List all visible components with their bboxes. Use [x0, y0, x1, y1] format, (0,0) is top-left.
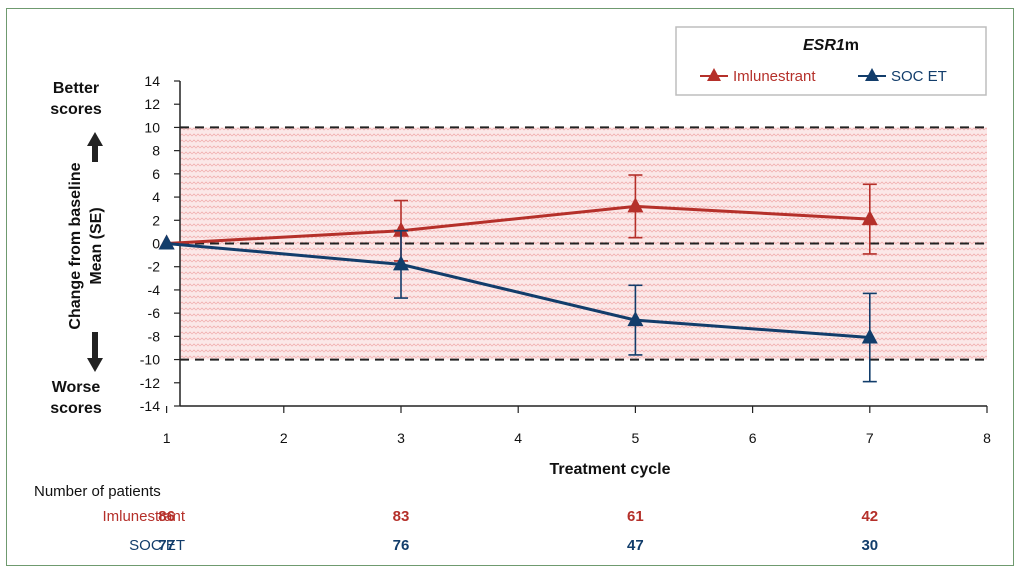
y-tick-label: -6: [148, 305, 161, 321]
y-tick-label: 4: [152, 189, 160, 205]
legend-title: ESR1m: [803, 37, 859, 54]
patients-count: 76: [393, 537, 410, 554]
x-tick-label: 1: [163, 430, 171, 446]
patients-count: 42: [861, 508, 878, 525]
y-tick-label: -8: [148, 328, 161, 344]
x-tick-label: 3: [397, 430, 405, 446]
data-point-triangle: [158, 234, 175, 250]
legend-box: [675, 26, 987, 96]
legend-label: SOC ET: [891, 68, 947, 85]
y-tick-label: -2: [148, 259, 161, 275]
y-tick-label: -12: [140, 375, 160, 391]
data-point-triangle: [393, 221, 409, 237]
worse-label-line2: scores: [50, 400, 102, 417]
data-point-triangle: [861, 210, 878, 226]
patients-count: 47: [627, 537, 644, 554]
y-tick-label: 0: [152, 236, 160, 252]
y-tick-label: 2: [152, 212, 160, 228]
patients-count: 83: [393, 508, 410, 525]
x-tick-label: 8: [983, 430, 991, 446]
data-point-triangle: [393, 255, 409, 271]
shaded-band: [180, 127, 987, 360]
up-arrow-icon: [87, 132, 103, 162]
y-axis-title-line: Change from baseline: [67, 162, 84, 329]
patients-table-title: Number of patients: [34, 483, 161, 500]
y-tick-label: -14: [140, 398, 160, 414]
patients-count: 77: [158, 537, 175, 554]
better-label-line2: scores: [50, 101, 102, 118]
x-tick-label: 4: [514, 430, 522, 446]
series-line-0: [166, 204, 870, 245]
x-tick-label: 2: [280, 430, 288, 446]
y-axis-title-line: Mean (SE): [88, 207, 105, 284]
series-line-1: [166, 242, 870, 340]
x-tick-label: 6: [749, 430, 757, 446]
y-tick-label: -10: [140, 352, 160, 368]
y-tick-label: 14: [144, 73, 160, 89]
y-tick-label: 12: [144, 96, 160, 112]
legend-label: Imlunestrant: [733, 68, 816, 85]
legend-marker: [865, 68, 879, 81]
better-label-line1: Better: [53, 80, 99, 97]
x-tick-label: 5: [632, 430, 640, 446]
patients-count: 61: [627, 508, 644, 525]
legend-title-italic: ESR1: [803, 37, 845, 54]
y-tick-label: 6: [152, 166, 160, 182]
y-tick-label: 8: [152, 143, 160, 159]
x-tick-label: 7: [866, 430, 874, 446]
legend-marker: [707, 68, 721, 81]
patients-row-label: SOC ET: [129, 537, 185, 554]
y-tick-label: 10: [144, 119, 160, 135]
down-arrow-icon: [87, 332, 103, 372]
patients-count: 86: [158, 508, 175, 525]
worse-label-line1: Worse: [52, 379, 101, 396]
data-point-triangle: [861, 328, 878, 344]
y-axis-title: Change from baseline Mean (SE): [67, 162, 105, 329]
patients-row-label: Imlunestrant: [102, 508, 185, 525]
x-axis-title: Treatment cycle: [550, 461, 671, 478]
data-point-triangle: [627, 311, 644, 327]
y-tick-label: -4: [148, 282, 161, 298]
data-point-triangle: [627, 197, 644, 213]
legend-title-rest: m: [845, 37, 859, 54]
patients-count: 30: [861, 537, 878, 554]
